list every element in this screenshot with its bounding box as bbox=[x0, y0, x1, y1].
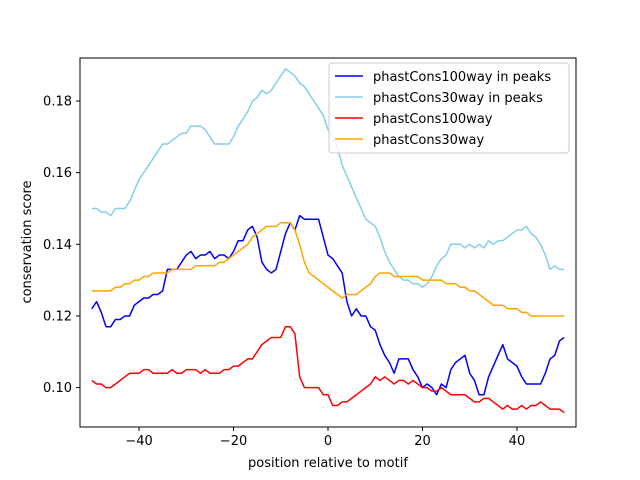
series-line-0 bbox=[91, 214, 565, 396]
y-axis-label: conservation score bbox=[20, 180, 35, 303]
legend-label-3: phastCons30way bbox=[373, 133, 485, 148]
y-tick-label: 0.18 bbox=[43, 94, 72, 109]
x-axis-label: position relative to motif bbox=[248, 456, 408, 471]
y-tick-label: 0.16 bbox=[43, 166, 72, 181]
y-tick-label: 0.10 bbox=[43, 381, 72, 396]
series-line-1 bbox=[91, 68, 565, 289]
series-layer bbox=[91, 68, 565, 414]
y-tick-label: 0.14 bbox=[43, 238, 72, 253]
y-tick-label: 0.12 bbox=[43, 309, 72, 324]
legend: phastCons100way in peaks phastCons30way i… bbox=[328, 62, 570, 154]
series-line-2 bbox=[91, 325, 565, 414]
legend-label-2: phastCons100way bbox=[373, 112, 493, 127]
legend-label-0: phastCons100way in peaks bbox=[373, 70, 551, 85]
x-tick-label: −20 bbox=[220, 434, 247, 449]
x-axis: −40 −20 0 20 40 bbox=[125, 427, 525, 449]
series-line-3 bbox=[91, 222, 565, 317]
legend-box bbox=[328, 62, 570, 154]
y-axis: 0.10 0.12 0.14 0.16 0.18 bbox=[43, 94, 80, 396]
legend-label-1: phastCons30way in peaks bbox=[373, 91, 543, 106]
x-tick-label: 20 bbox=[414, 434, 431, 449]
x-tick-label: 0 bbox=[324, 434, 332, 449]
x-tick-label: 40 bbox=[509, 434, 526, 449]
x-tick-label: −40 bbox=[125, 434, 152, 449]
